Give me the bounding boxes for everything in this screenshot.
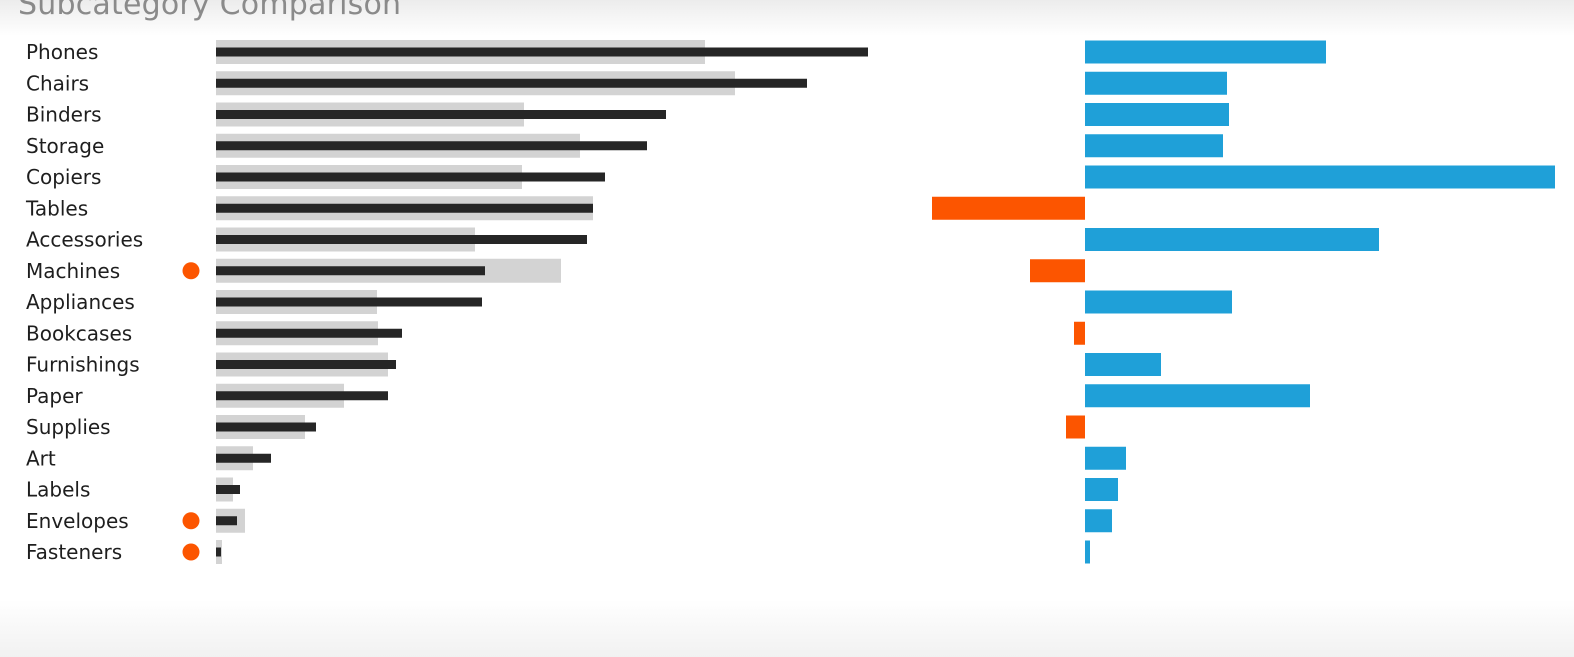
foreground-bar	[216, 453, 271, 463]
foreground-bar	[216, 360, 396, 369]
foreground-bar	[216, 297, 482, 307]
foreground-bar	[216, 485, 240, 494]
category-label: Fasteners	[26, 540, 122, 564]
foreground-bar	[216, 47, 868, 57]
foreground-bar	[216, 78, 807, 88]
category-label: Art	[26, 446, 56, 470]
negative-bar	[1066, 415, 1085, 439]
foreground-bar	[216, 266, 485, 276]
flag-dot	[182, 543, 200, 561]
foreground-bar	[216, 391, 388, 401]
category-label: Paper	[26, 384, 83, 408]
category-label: Machines	[26, 259, 120, 283]
category-label: Bookcases	[26, 321, 132, 345]
category-label: Storage	[26, 134, 104, 158]
positive-bar	[1085, 353, 1161, 376]
foreground-bar	[216, 172, 605, 182]
positive-bar	[1085, 384, 1310, 408]
positive-bar	[1085, 290, 1232, 314]
negative-bar	[932, 196, 1085, 220]
foreground-bar	[216, 141, 647, 151]
category-label: Accessories	[26, 228, 143, 252]
category-label: Copiers	[26, 165, 101, 189]
category-label: Binders	[26, 103, 102, 127]
category-label: Tables	[25, 196, 88, 220]
category-label: Supplies	[26, 415, 111, 439]
foreground-bar	[216, 235, 587, 244]
flag-dot	[182, 262, 200, 280]
positive-bar	[1085, 446, 1126, 470]
foreground-bar	[216, 110, 666, 119]
category-label: Phones	[26, 40, 98, 64]
positive-bar	[1085, 71, 1227, 95]
chart-title: Subcategory Comparison	[18, 0, 402, 22]
category-label: Chairs	[26, 71, 89, 95]
foreground-bar	[216, 422, 316, 432]
category-label: Envelopes	[26, 509, 129, 533]
foreground-bar	[216, 547, 221, 557]
positive-bar	[1085, 509, 1112, 533]
negative-bar	[1074, 321, 1085, 345]
category-label: Furnishings	[26, 353, 140, 377]
positive-bar	[1085, 134, 1223, 158]
flag-dot	[182, 512, 200, 530]
positive-bar	[1085, 40, 1326, 64]
positive-bar	[1085, 540, 1090, 564]
category-label: Appliances	[26, 290, 135, 314]
positive-bar	[1085, 165, 1555, 189]
negative-bar	[1030, 259, 1085, 283]
category-label: Labels	[26, 478, 90, 502]
positive-bar	[1085, 103, 1229, 126]
positive-bar	[1085, 478, 1118, 501]
positive-bar	[1085, 228, 1379, 251]
foreground-bar	[216, 203, 593, 213]
foreground-bar	[216, 516, 237, 526]
foreground-bar	[216, 328, 402, 338]
